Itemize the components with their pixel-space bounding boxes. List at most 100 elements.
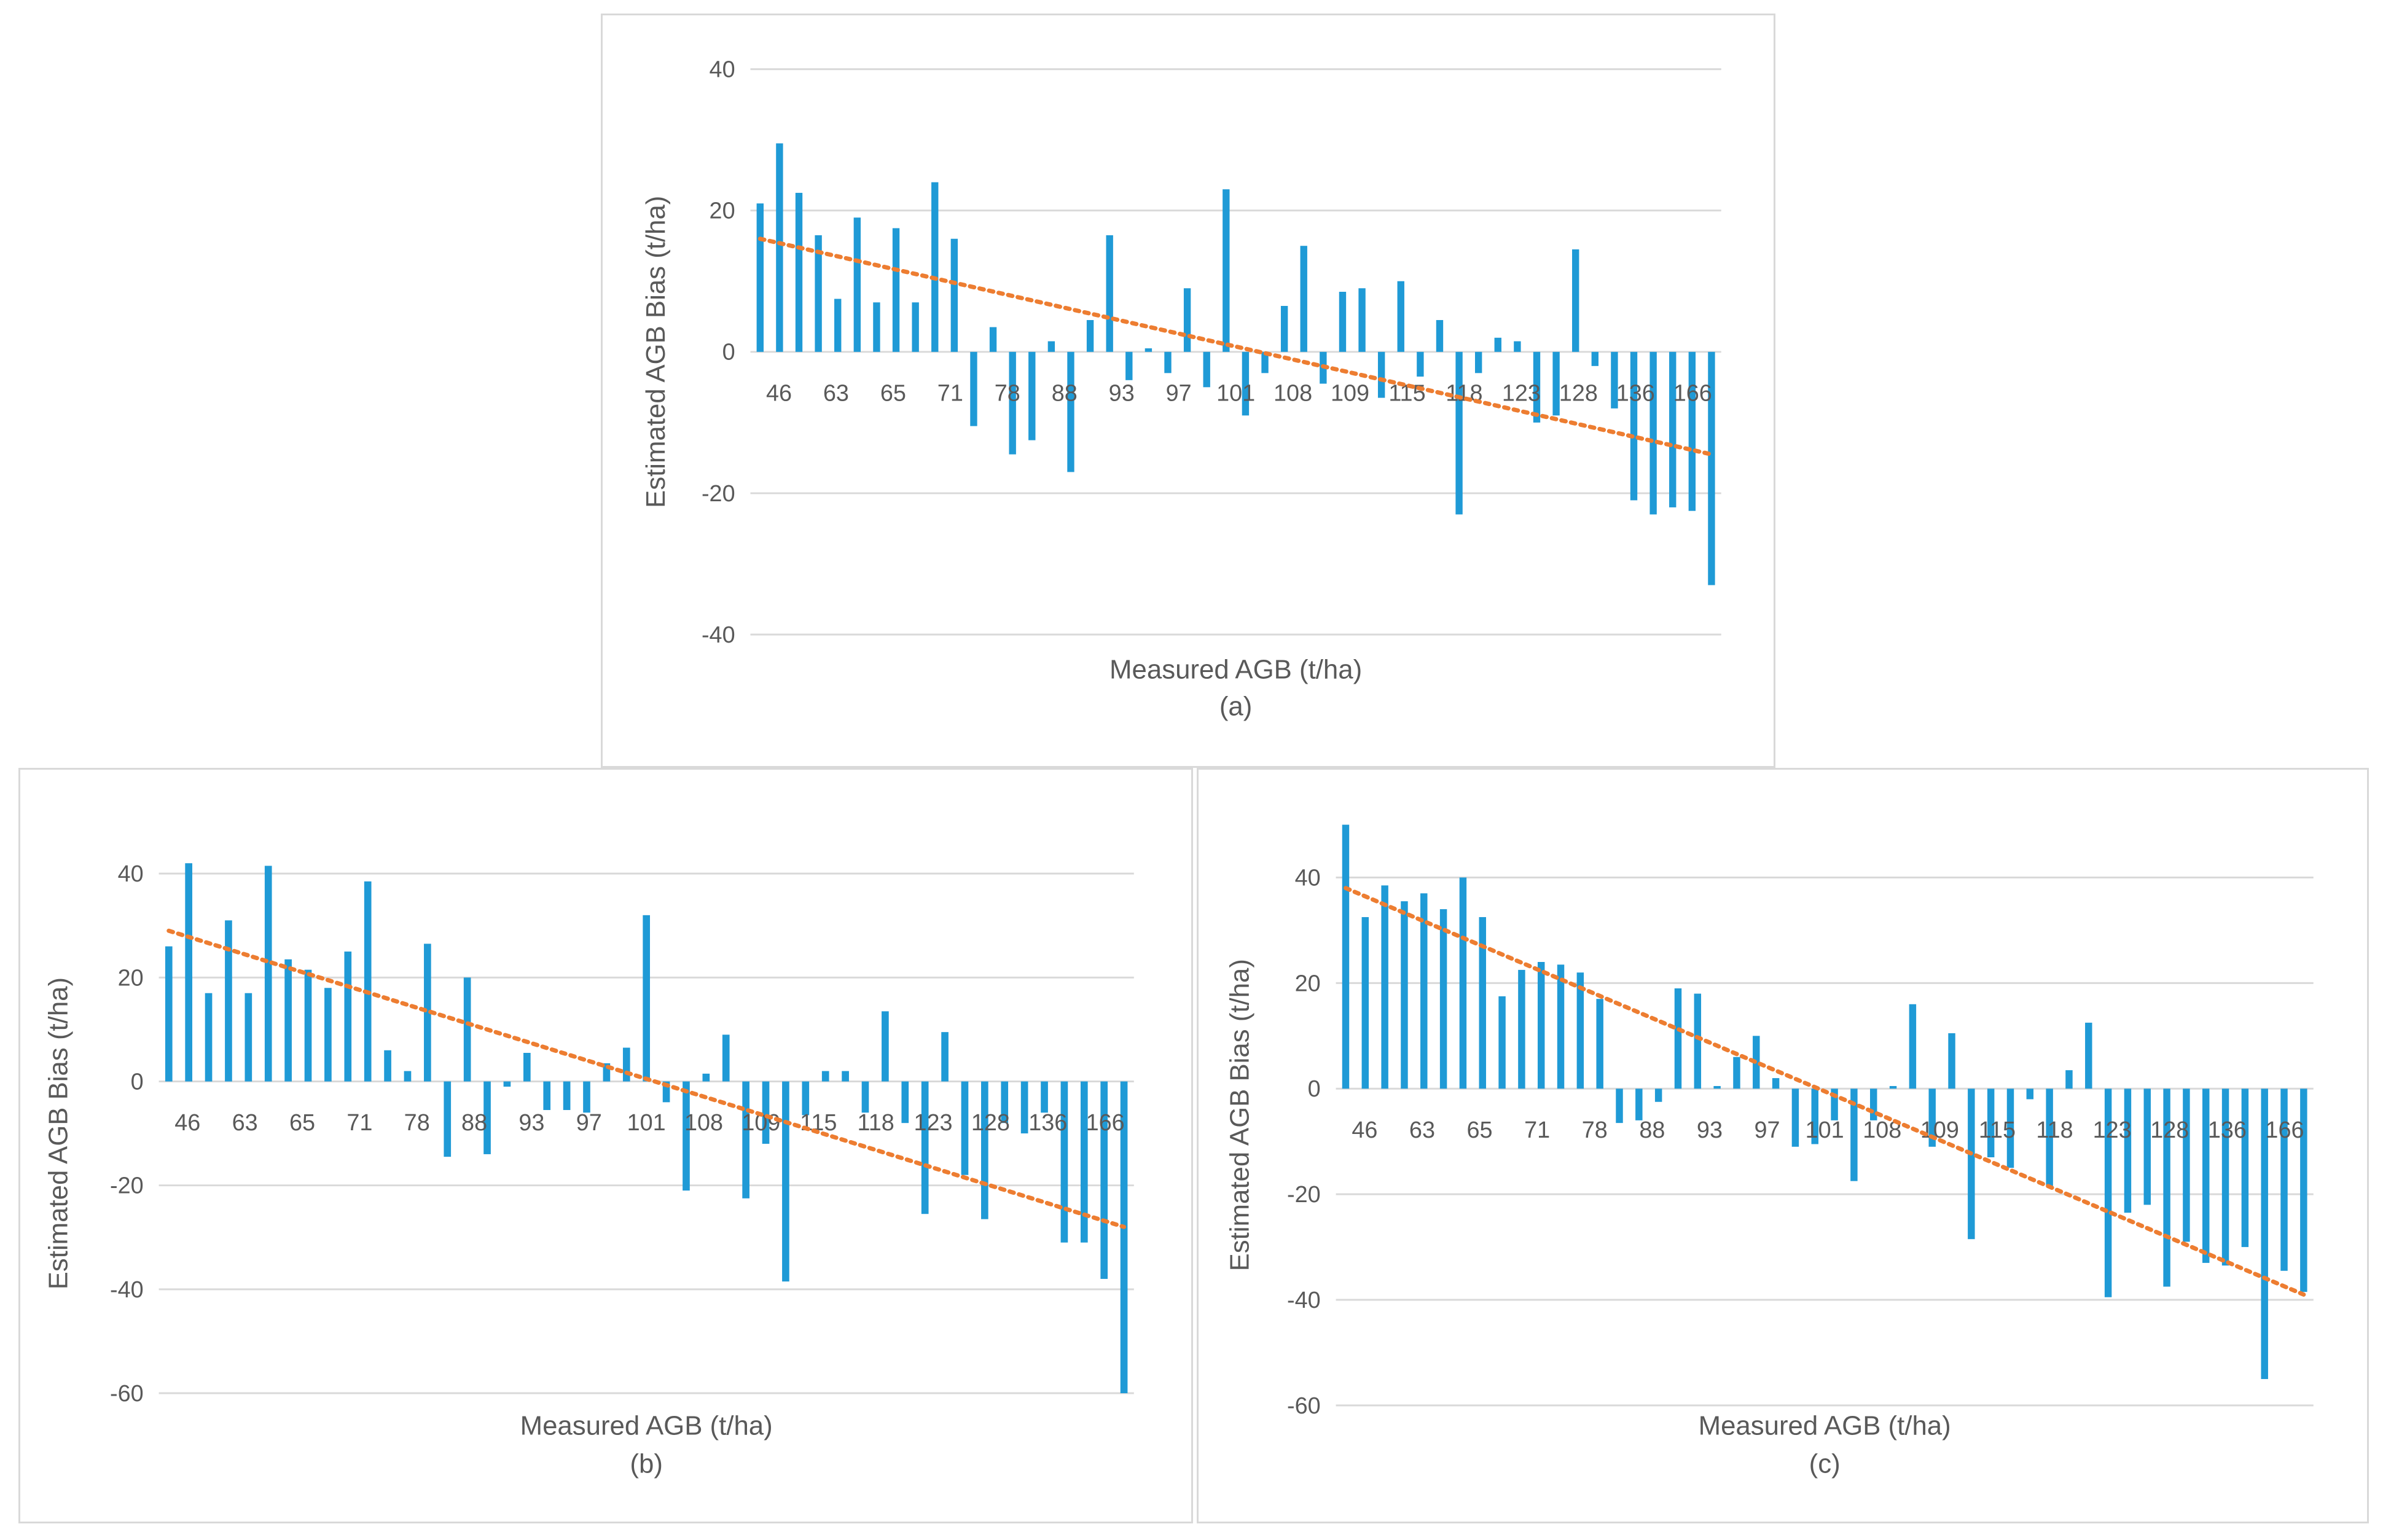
bar (165, 946, 173, 1082)
bar (463, 977, 471, 1082)
bar (1455, 351, 1463, 515)
x-tick-label: 71 (346, 1110, 372, 1136)
y-tick-label: 20 (118, 965, 144, 991)
bar (1537, 962, 1545, 1089)
x-tick-label: 97 (1166, 380, 1192, 406)
x-tick-label: 78 (995, 380, 1020, 406)
chart-panel-b: 40 20 0 -20 -40 -60 46 63 65 71 78 88 93 97 101 108 109 1… (18, 768, 1193, 1523)
bar (424, 944, 431, 1082)
x-tick-label: 78 (1582, 1117, 1608, 1143)
bar (1850, 1089, 1858, 1181)
bar (853, 217, 861, 352)
bar (861, 1081, 869, 1113)
bar (1100, 1081, 1108, 1279)
bar (1514, 341, 1521, 352)
x-tick-label: 71 (1524, 1117, 1550, 1143)
bar (1498, 996, 1506, 1089)
bar (941, 1032, 949, 1082)
bar (304, 969, 312, 1082)
x-tick-label: 166 (2265, 1117, 2304, 1143)
bar (662, 1081, 670, 1103)
bar (1183, 288, 1191, 352)
x-tick-label: 128 (971, 1110, 1010, 1136)
y-tick-label: -60 (110, 1381, 144, 1407)
bar (1494, 337, 1501, 352)
bar (912, 302, 919, 352)
bar (1889, 1085, 1897, 1089)
x-tick-label: 101 (627, 1110, 666, 1136)
bar (225, 920, 232, 1082)
bar (324, 988, 332, 1082)
bar (802, 1081, 810, 1116)
bar (2046, 1089, 2053, 1187)
y-tick-label: 40 (118, 861, 144, 887)
bar (1125, 351, 1133, 380)
bar (1120, 1081, 1128, 1394)
bar (1831, 1089, 1838, 1120)
bar (1439, 909, 1447, 1089)
bar (1552, 351, 1560, 416)
bar (1649, 351, 1657, 515)
bar (2241, 1089, 2249, 1248)
bar (1811, 1089, 1818, 1144)
bar (961, 1081, 969, 1175)
bar (2143, 1089, 2151, 1205)
bar (2300, 1089, 2307, 1292)
x-tick-label: 123 (1502, 380, 1541, 406)
x-tick-label: 46 (766, 380, 792, 406)
bar (882, 1011, 889, 1082)
bar (873, 302, 880, 352)
x-axis-title: Measured AGB (t/ha) (1699, 1411, 1951, 1441)
y-tick-label: -20 (1287, 1182, 1321, 1208)
bar (1518, 969, 1525, 1089)
bar (2280, 1089, 2288, 1271)
x-tick-label: 93 (518, 1110, 544, 1136)
bar (892, 228, 900, 352)
bar (1401, 901, 1408, 1089)
bar (1009, 351, 1016, 455)
bar (1060, 1081, 1068, 1243)
bar (185, 863, 192, 1082)
x-tick-label: 63 (1409, 1117, 1435, 1143)
bar (1377, 351, 1385, 398)
bar (205, 993, 213, 1082)
bar (981, 1081, 988, 1219)
bar (1635, 1089, 1643, 1120)
x-tick-label: 115 (1979, 1117, 2016, 1143)
bar (702, 1073, 710, 1082)
y-tick-label: -20 (110, 1173, 144, 1199)
bar (1041, 1081, 1048, 1113)
bar (2202, 1089, 2210, 1263)
x-tick-label: 46 (174, 1110, 200, 1136)
bar (2163, 1089, 2170, 1287)
y-tick-label: 40 (710, 57, 735, 83)
bar (742, 1081, 749, 1198)
x-tick-label: 93 (1109, 380, 1135, 406)
panel-label: (a) (1219, 691, 1253, 721)
bar (1557, 964, 1565, 1089)
bar (2183, 1089, 2190, 1242)
bar (1791, 1089, 1799, 1147)
bar (622, 1047, 630, 1082)
bar (762, 1081, 770, 1144)
bar (1596, 999, 1603, 1089)
bar (1361, 917, 1369, 1089)
bar (404, 1071, 412, 1082)
bar (1674, 988, 1682, 1089)
x-tick-label: 88 (1052, 380, 1078, 406)
y-tick-label: 0 (131, 1069, 144, 1095)
x-tick-label: 128 (2150, 1117, 2189, 1143)
bar (1576, 972, 1584, 1089)
bar (1591, 351, 1598, 366)
bar (931, 182, 939, 352)
bar (1968, 1089, 1975, 1240)
bar (563, 1081, 571, 1111)
x-axis-title: Measured AGB (t/ha) (520, 1411, 773, 1441)
bar (1086, 320, 1094, 352)
x-tick-label: 63 (823, 380, 849, 406)
bar (245, 993, 252, 1082)
x-tick-label: 88 (1639, 1117, 1665, 1143)
x-tick-label: 65 (880, 380, 906, 406)
